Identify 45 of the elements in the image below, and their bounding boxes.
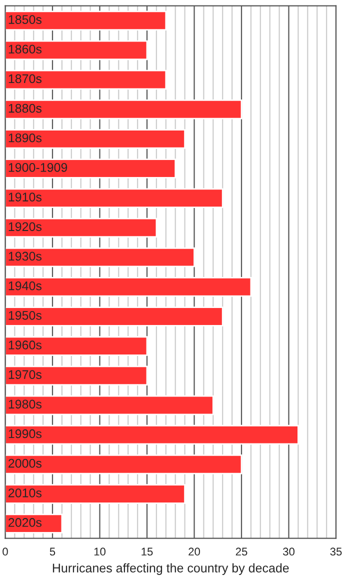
x-tick-label: 15 xyxy=(142,548,153,556)
bar xyxy=(5,277,252,297)
y-tick-label: 1930s xyxy=(8,252,42,261)
bar xyxy=(5,10,167,30)
bar xyxy=(5,188,224,208)
y-tick-label: 1870s xyxy=(8,74,42,84)
y-tick-label: 1960s xyxy=(8,340,42,350)
bar xyxy=(5,158,176,178)
bar xyxy=(5,306,224,326)
x-tick-label: 5 xyxy=(50,548,56,556)
x-tick-label: 10 xyxy=(94,548,106,556)
bar xyxy=(5,395,214,416)
x-tick-label: 20 xyxy=(188,548,200,556)
bar xyxy=(5,424,299,445)
x-tick-label: 35 xyxy=(330,548,342,556)
y-tick-label: 1990s xyxy=(8,429,42,438)
y-tick-label: 1980s xyxy=(8,400,42,409)
y-tick-label: 1910s xyxy=(8,192,42,202)
bar xyxy=(5,129,186,149)
bar xyxy=(5,366,148,386)
bar xyxy=(5,218,158,238)
y-tick-label: 1890s xyxy=(8,133,42,142)
x-axis-title: Hurricanes affecting the country by decade xyxy=(52,563,289,575)
y-tick-label: 1970s xyxy=(8,370,42,379)
y-tick-label: 1950s xyxy=(8,310,42,320)
bar xyxy=(5,514,63,534)
y-tick-label: 1900-1909 xyxy=(8,163,68,172)
y-tick-label: 2000s xyxy=(8,458,42,468)
x-tick-label: 0 xyxy=(2,548,8,556)
y-tick-label: 1920s xyxy=(8,222,42,232)
y-tick-label: 2010s xyxy=(8,488,42,498)
x-tick-label: 25 xyxy=(236,548,248,556)
bar xyxy=(5,100,242,120)
y-tick-label: 2020s xyxy=(8,518,42,527)
bar xyxy=(5,336,148,356)
y-tick-label: 1850s xyxy=(8,15,42,24)
bar xyxy=(5,40,148,60)
y-tick-label: 1860s xyxy=(8,44,42,54)
bar xyxy=(5,70,167,90)
bar xyxy=(5,454,242,474)
y-tick-label: 1880s xyxy=(8,104,42,113)
bar xyxy=(5,247,195,268)
x-tick-label: 30 xyxy=(282,548,294,556)
y-tick-label: 1940s xyxy=(8,281,42,290)
bar xyxy=(5,484,186,504)
